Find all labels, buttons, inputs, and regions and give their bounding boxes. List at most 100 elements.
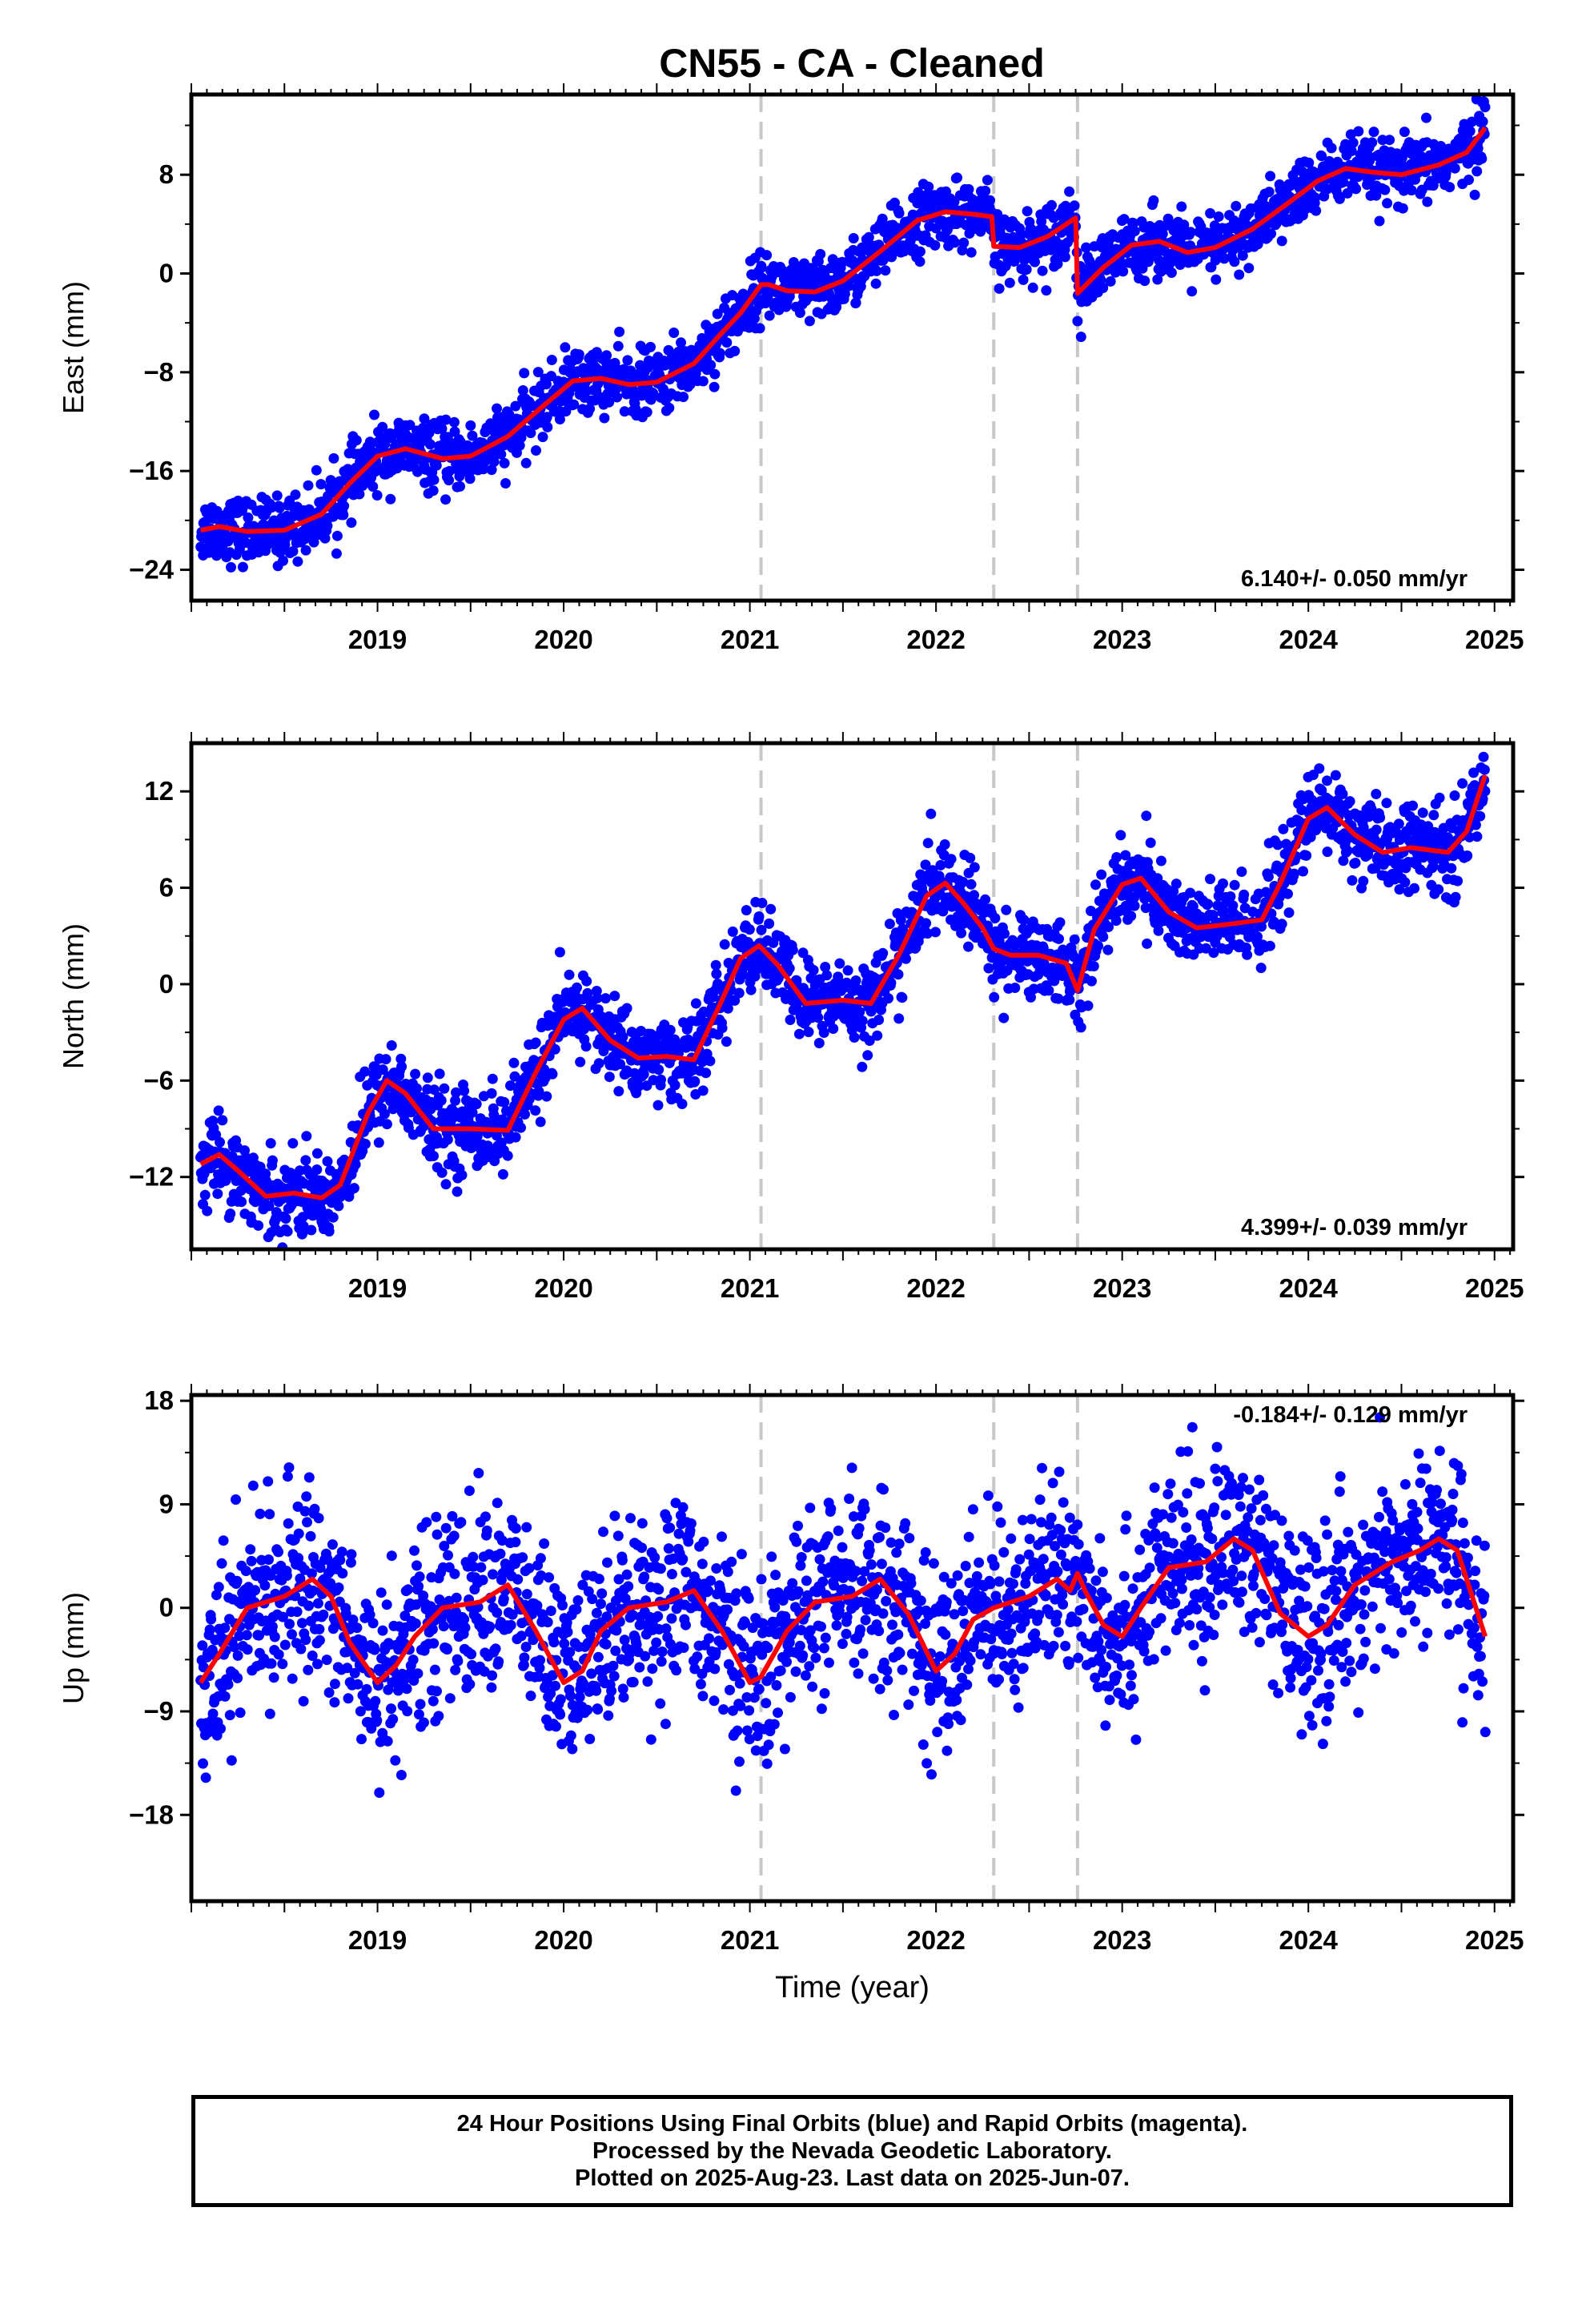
panel-frame [189,741,1516,1252]
data-point [1470,819,1481,830]
data-point [500,478,511,489]
data-point [729,345,741,356]
data-point [465,420,476,431]
data-point [1075,1022,1086,1033]
x-tick-label: 2025 [1465,1273,1524,1303]
data-point [609,991,620,1002]
data-point [645,341,656,352]
data-point [850,297,861,308]
data-point [1236,866,1247,877]
data-point [1399,127,1410,138]
data-point [440,494,452,505]
data-point [269,1631,280,1642]
data-point [862,1050,873,1061]
data-point [497,1168,508,1180]
data-point [938,906,949,917]
data-point [803,1027,814,1038]
data-point [863,231,874,243]
data-point [1242,949,1253,960]
rate-label: 4.399+/- 0.039 mm/yr [1241,1215,1468,1240]
data-point [348,1183,359,1194]
x-tick-label: 2022 [906,1273,965,1303]
data-point [364,436,375,448]
data-point [328,452,339,464]
data-point [848,233,859,243]
data-point [472,1131,483,1142]
data-point [1268,916,1279,927]
data-point [281,1570,292,1581]
data-point [877,213,888,224]
data-point [1394,884,1405,895]
data-point [828,1023,839,1034]
data-point [1316,151,1327,162]
data-point [1264,940,1275,951]
data-point [648,388,659,399]
data-point [604,1072,615,1083]
data-point [877,947,889,959]
data-point [690,998,701,1009]
data-point [1472,166,1483,177]
data-point [207,1708,219,1719]
data-point [1449,163,1460,174]
data-point [754,323,765,334]
data-point [311,464,322,476]
data-point [794,308,805,318]
data-point [893,1013,905,1024]
data-point [204,1624,215,1635]
data-point [319,533,331,544]
data-point [510,1132,521,1143]
data-point [1054,933,1064,944]
model-line [200,126,1488,534]
data-point [1086,975,1097,987]
data-point [1148,195,1159,206]
data-point [1218,878,1228,889]
data-point [1229,879,1240,891]
data-point [240,537,251,549]
data-point [212,1188,223,1200]
y-tick-label: −16 [129,456,174,485]
data-point [615,1059,625,1070]
data-point [656,1074,666,1085]
data-point [1310,192,1321,203]
data-point [282,1226,293,1237]
data-point [1428,810,1439,821]
data-point [412,1083,422,1094]
data-point [1082,1000,1094,1011]
data-point [1069,934,1080,945]
data-point [1015,229,1026,239]
data-point [1462,850,1473,861]
data-point [452,1186,463,1197]
data-point [886,251,897,263]
data-point [226,561,236,573]
data-point [1208,947,1219,959]
data-point [1468,767,1480,778]
data-point [969,890,980,901]
data-point [1263,871,1274,883]
data-point [1086,906,1096,916]
data-point [232,1650,243,1661]
data-point [424,428,435,438]
data-point [451,1087,461,1098]
data-point [444,465,455,476]
data-point [1120,850,1131,861]
data-points [195,94,1491,573]
data-point [436,1167,448,1178]
data-point [1110,915,1122,927]
data-point [982,175,993,186]
data-point [1001,904,1012,915]
data-point [419,413,430,424]
data-point [525,428,536,439]
data-point [306,1224,317,1236]
data-point [1353,126,1364,137]
data-point [821,970,833,981]
data-point [264,1708,275,1719]
data-point [1276,919,1287,930]
data-point [331,530,343,541]
data-point [1115,830,1126,841]
data-point [1018,274,1029,285]
data-point [279,1639,291,1651]
data-point [422,1072,433,1084]
data-point [311,1164,323,1175]
data-point [697,1085,709,1096]
